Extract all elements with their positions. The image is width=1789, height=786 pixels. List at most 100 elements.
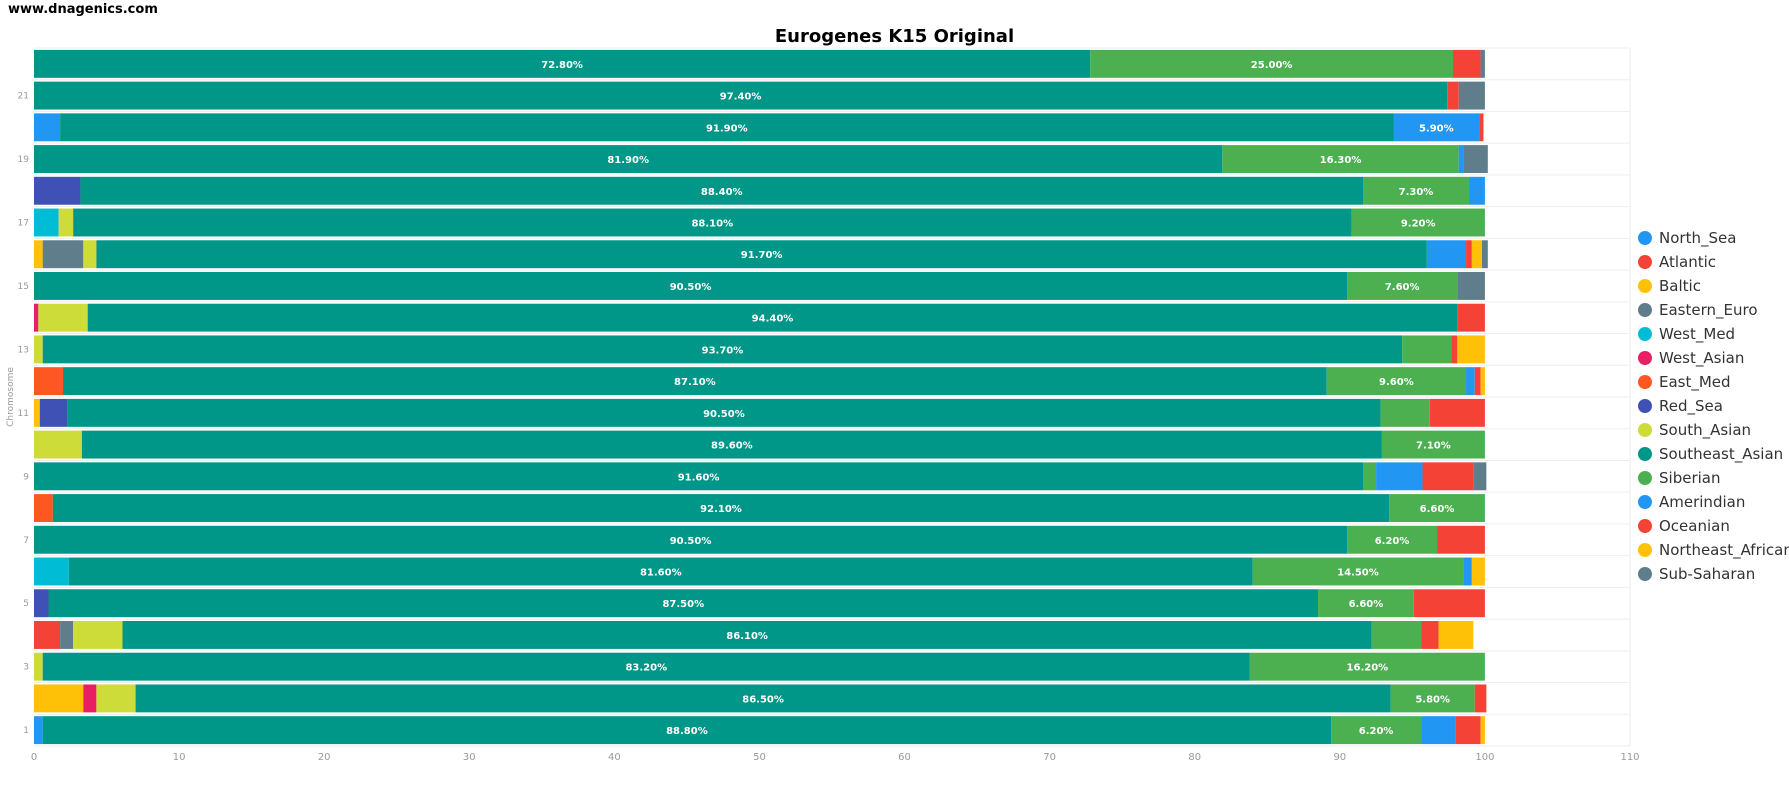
bar-segment — [42, 335, 1403, 364]
bar-segment — [1326, 367, 1467, 396]
bar-segment — [34, 525, 1348, 554]
bar-segment — [67, 398, 1381, 427]
legend-label: Oceanian — [1659, 517, 1730, 535]
bar-segment — [96, 240, 1427, 269]
legend-label: North_Sea — [1659, 229, 1737, 247]
bar-segment — [1480, 49, 1485, 78]
bar-segment — [96, 684, 136, 713]
legend-swatch-icon — [1638, 471, 1652, 485]
data-label: 81.90% — [607, 155, 649, 166]
data-label: 6.20% — [1359, 726, 1394, 737]
bar-segment — [34, 494, 53, 523]
bar-segment — [34, 176, 81, 205]
legend-label: West_Med — [1659, 325, 1736, 343]
bar-segment — [1413, 589, 1485, 618]
bar-segment — [1381, 430, 1485, 459]
legend-item[interactable]: Sub-Saharan — [1638, 562, 1789, 586]
legend-item[interactable]: Amerindian — [1638, 490, 1789, 514]
bar-segment — [83, 240, 97, 269]
bar-segment — [34, 557, 69, 586]
x-tick-label: 90 — [1333, 752, 1346, 763]
legend-swatch-icon — [1638, 255, 1652, 269]
legend-swatch-icon — [1638, 447, 1652, 461]
data-label: 97.40% — [720, 92, 762, 103]
legend-item[interactable]: North_Sea — [1638, 226, 1789, 250]
bar-segment — [81, 430, 1382, 459]
bar-segment — [1249, 652, 1485, 681]
data-label: 16.30% — [1320, 155, 1362, 166]
bar-segment — [1318, 589, 1414, 618]
data-label: 81.60% — [640, 568, 682, 579]
bar-segment — [1455, 716, 1481, 745]
legend-swatch-icon — [1638, 327, 1652, 341]
data-label: 86.50% — [742, 694, 784, 705]
bar-segment — [1480, 716, 1485, 745]
bar-segment — [87, 303, 1458, 332]
legend-item[interactable]: Northeast_African — [1638, 538, 1789, 562]
data-label: 14.50% — [1337, 568, 1379, 579]
data-label: 72.80% — [541, 60, 583, 71]
data-label: 86.10% — [726, 631, 768, 642]
legend-item[interactable]: Atlantic — [1638, 250, 1789, 274]
bar-segment — [1402, 335, 1452, 364]
legend-label: Red_Sea — [1659, 397, 1723, 415]
bar-segment — [1466, 240, 1472, 269]
bar-segment — [122, 620, 1372, 649]
bar-segment — [34, 303, 39, 332]
bar-segment — [1347, 271, 1458, 300]
x-tick-label: 50 — [753, 752, 766, 763]
bar-segment — [1090, 49, 1453, 78]
data-label: 7.10% — [1416, 441, 1451, 452]
legend-item[interactable]: Baltic — [1638, 274, 1789, 298]
bar-segment — [42, 240, 84, 269]
legend-label: Eastern_Euro — [1659, 301, 1758, 319]
bar-segment — [34, 240, 43, 269]
bar-segment — [1351, 208, 1485, 237]
legend-item[interactable]: West_Med — [1638, 322, 1789, 346]
legend-label: Southeast_Asian — [1659, 445, 1784, 463]
data-label: 92.10% — [700, 504, 742, 515]
bar-segment — [34, 145, 1223, 174]
legend-swatch-icon — [1638, 519, 1652, 533]
bar-segment — [34, 652, 43, 681]
data-label: 83.20% — [625, 663, 667, 674]
legend-swatch-icon — [1638, 231, 1652, 245]
chart-legend: North_Sea Atlantic Baltic Eastern_Euro West_… — [1638, 226, 1789, 586]
legend-item[interactable]: Southeast_Asian — [1638, 442, 1789, 466]
data-label: 90.50% — [670, 282, 712, 293]
legend-item[interactable]: Siberian — [1638, 466, 1789, 490]
bar-segment — [1393, 113, 1480, 142]
legend-item[interactable]: Red_Sea — [1638, 394, 1789, 418]
legend-item[interactable]: Eastern_Euro — [1638, 298, 1789, 322]
data-label: 9.20% — [1401, 219, 1436, 230]
bar-segment — [1363, 176, 1469, 205]
bar-segment — [1473, 462, 1487, 491]
bar-segment — [42, 652, 1250, 681]
bar-segment — [39, 398, 68, 427]
legend-item[interactable]: West_Asian — [1638, 346, 1789, 370]
legend-swatch-icon — [1638, 351, 1652, 365]
bar-segment — [1429, 398, 1485, 427]
data-label: 90.50% — [703, 409, 745, 420]
bar-segment — [1471, 557, 1485, 586]
bar-segment — [48, 589, 1319, 618]
bar-segment — [34, 81, 1448, 110]
y-tick-label: 7 — [23, 536, 29, 546]
legend-item[interactable]: Oceanian — [1638, 514, 1789, 538]
y-tick-label: 1 — [23, 726, 29, 736]
bar-segment — [1480, 367, 1485, 396]
legend-item[interactable]: East_Med — [1638, 370, 1789, 394]
x-tick-label: 30 — [463, 752, 476, 763]
bar-segment — [68, 557, 1253, 586]
legend-swatch-icon — [1638, 279, 1652, 293]
data-label: 9.60% — [1379, 377, 1414, 388]
bar-segment — [34, 271, 1348, 300]
bar-segment — [1390, 684, 1475, 713]
bar-segment — [34, 113, 61, 142]
x-tick-label: 70 — [1043, 752, 1056, 763]
legend-label: Baltic — [1659, 277, 1701, 295]
legend-item[interactable]: South_Asian — [1638, 418, 1789, 442]
bar-segment — [73, 208, 1352, 237]
legend-label: Atlantic — [1659, 253, 1717, 271]
